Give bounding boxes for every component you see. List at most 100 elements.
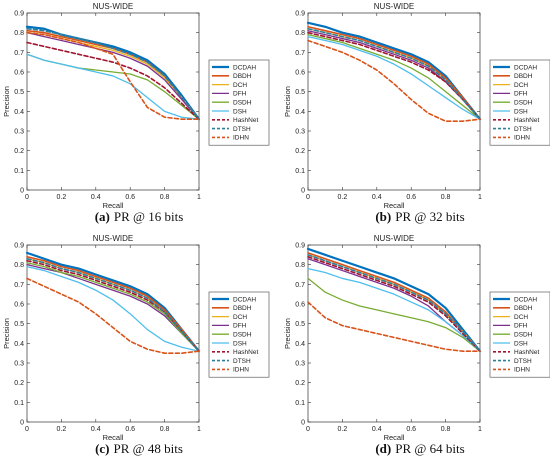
- series-line-dcdah: [306, 21, 482, 121]
- series-line-hashnet: [307, 31, 481, 120]
- caption-label: (c): [95, 441, 109, 456]
- series-line-dbdh: [307, 252, 481, 352]
- legend-label-dtsh: DTSH: [514, 126, 532, 133]
- plot-area: [26, 244, 200, 423]
- y-tick-label: 0.9: [14, 243, 24, 250]
- legend-label-hashnet: HashNet: [233, 117, 258, 124]
- x-tick-label: 0: [306, 426, 310, 433]
- x-tick-label: 0.6: [406, 426, 416, 433]
- x-tick-label: 0.2: [57, 194, 67, 201]
- chart-title: NUS-WIDE: [374, 234, 414, 243]
- series-line-dtsh: [26, 27, 200, 120]
- caption: (a) PR @ 16 bits: [95, 209, 184, 224]
- y-tick-label: 0.7: [14, 282, 24, 289]
- legend-label-dsdh: DSDH: [233, 332, 252, 339]
- series-line-dcdah: [25, 251, 201, 353]
- series-line-dsdh: [307, 277, 481, 352]
- chart-panel-4: NUS-WIDE 0 0.1 0.2 0.3 0.4 0.5 0.6 0.7 0.8 0.9 0 0.2…: [283, 234, 550, 456]
- legend-label-dch: DCH: [233, 82, 247, 89]
- series-line-dsh: [307, 267, 481, 352]
- series-line-idhn: [307, 39, 481, 122]
- plot-area: [307, 12, 481, 191]
- y-tick-label: 0.4: [295, 109, 305, 116]
- caption-text: PR @ 64 bits: [395, 441, 464, 456]
- legend-label-dbdh: DBDH: [233, 73, 252, 80]
- legend-label-dtsh: DTSH: [233, 358, 251, 365]
- x-tick-label: 0.4: [372, 426, 382, 433]
- legend-label-dbdh: DBDH: [514, 73, 533, 80]
- legend-label-dsdh: DSDH: [233, 100, 252, 107]
- y-tick-label: 0.8: [295, 262, 305, 269]
- y-tick-label: 0.5: [295, 89, 305, 96]
- legend-label-dcdah: DCDAH: [233, 296, 256, 303]
- y-tick-label: 0.8: [14, 30, 24, 37]
- legend-label-dtsh: DTSH: [233, 126, 251, 133]
- series-line-idhn: [26, 277, 200, 354]
- caption-text: PR @ 16 bits: [114, 209, 183, 224]
- series-line-dtsh: [307, 254, 481, 352]
- y-tick-label: 0.9: [295, 11, 305, 18]
- caption: (b) PR @ 32 bits: [375, 209, 464, 224]
- series-line-dsh: [26, 53, 200, 120]
- x-tick-label: 0.8: [160, 194, 170, 201]
- legend-label-idhn: IDHN: [233, 367, 249, 374]
- x-tick-label: 1: [197, 194, 201, 201]
- series-line-dfh: [26, 32, 200, 120]
- y-tick-label: 0.6: [14, 302, 24, 309]
- caption-label: (b): [375, 209, 391, 224]
- x-tick-label: 0.8: [441, 426, 451, 433]
- y-tick-label: 0.2: [295, 148, 305, 155]
- y-tick-label: 0.4: [14, 109, 24, 116]
- x-tick-label: 0.4: [91, 426, 101, 433]
- legend-label-dfh: DFH: [233, 91, 247, 98]
- legend-label-dfh: DFH: [233, 323, 247, 330]
- legend-label-hashnet: HashNet: [233, 349, 258, 356]
- y-axis-label: Precision: [283, 318, 292, 349]
- y-tick-label: 0.8: [14, 262, 24, 269]
- y-tick-label: 0: [20, 420, 24, 427]
- legend-label-dfh: DFH: [514, 91, 528, 98]
- legend-label-dsh: DSH: [233, 108, 247, 115]
- y-tick-label: 0.8: [295, 30, 305, 37]
- caption-text: PR @ 32 bits: [395, 209, 464, 224]
- y-tick-label: 0.7: [295, 282, 305, 289]
- y-tick-label: 0.2: [14, 380, 24, 387]
- series-line-idhn: [307, 301, 481, 352]
- plot-area: [307, 244, 481, 423]
- legend-label-idhn: IDHN: [514, 367, 530, 374]
- y-tick-label: 0.6: [14, 70, 24, 77]
- x-tick-label: 0.4: [91, 194, 101, 201]
- legend-label-dsdh: DSDH: [514, 332, 533, 339]
- x-tick-label: 0: [306, 194, 310, 201]
- series-line-dsdh: [26, 262, 200, 352]
- caption-label: (a): [95, 209, 110, 224]
- legend-label-dcdah: DCDAH: [514, 296, 537, 303]
- x-tick-label: 1: [478, 194, 482, 201]
- legend-label-dch: DCH: [233, 314, 247, 321]
- x-tick-label: 1: [197, 426, 201, 433]
- x-tick-label: 0.6: [125, 426, 135, 433]
- chart-title: NUS-WIDE: [374, 2, 414, 11]
- y-tick-label: 0.3: [14, 361, 24, 368]
- legend-label-dbdh: DBDH: [233, 305, 252, 312]
- series-line-dbdh: [26, 256, 200, 352]
- series-line-idhn: [26, 31, 200, 120]
- legend-label-hashnet: HashNet: [514, 349, 539, 356]
- x-axis-label: Recall: [103, 433, 124, 442]
- y-tick-label: 0.5: [295, 321, 305, 328]
- series-line-dsh: [26, 265, 200, 352]
- legend-label-hashnet: HashNet: [514, 117, 539, 124]
- y-tick-label: 0.6: [295, 70, 305, 77]
- y-tick-label: 0.2: [295, 380, 305, 387]
- legend-label-dbdh: DBDH: [514, 305, 533, 312]
- legend-label-dfh: DFH: [514, 323, 528, 330]
- y-tick-label: 0.5: [14, 321, 24, 328]
- x-tick-label: 0: [25, 426, 29, 433]
- series-line-dcdah: [306, 247, 482, 353]
- legend-label-idhn: IDHN: [233, 135, 249, 142]
- x-tick-label: 0: [25, 194, 29, 201]
- caption-text: PR @ 48 bits: [114, 441, 183, 456]
- y-tick-label: 0.7: [14, 50, 24, 57]
- y-tick-label: 0.3: [14, 129, 24, 136]
